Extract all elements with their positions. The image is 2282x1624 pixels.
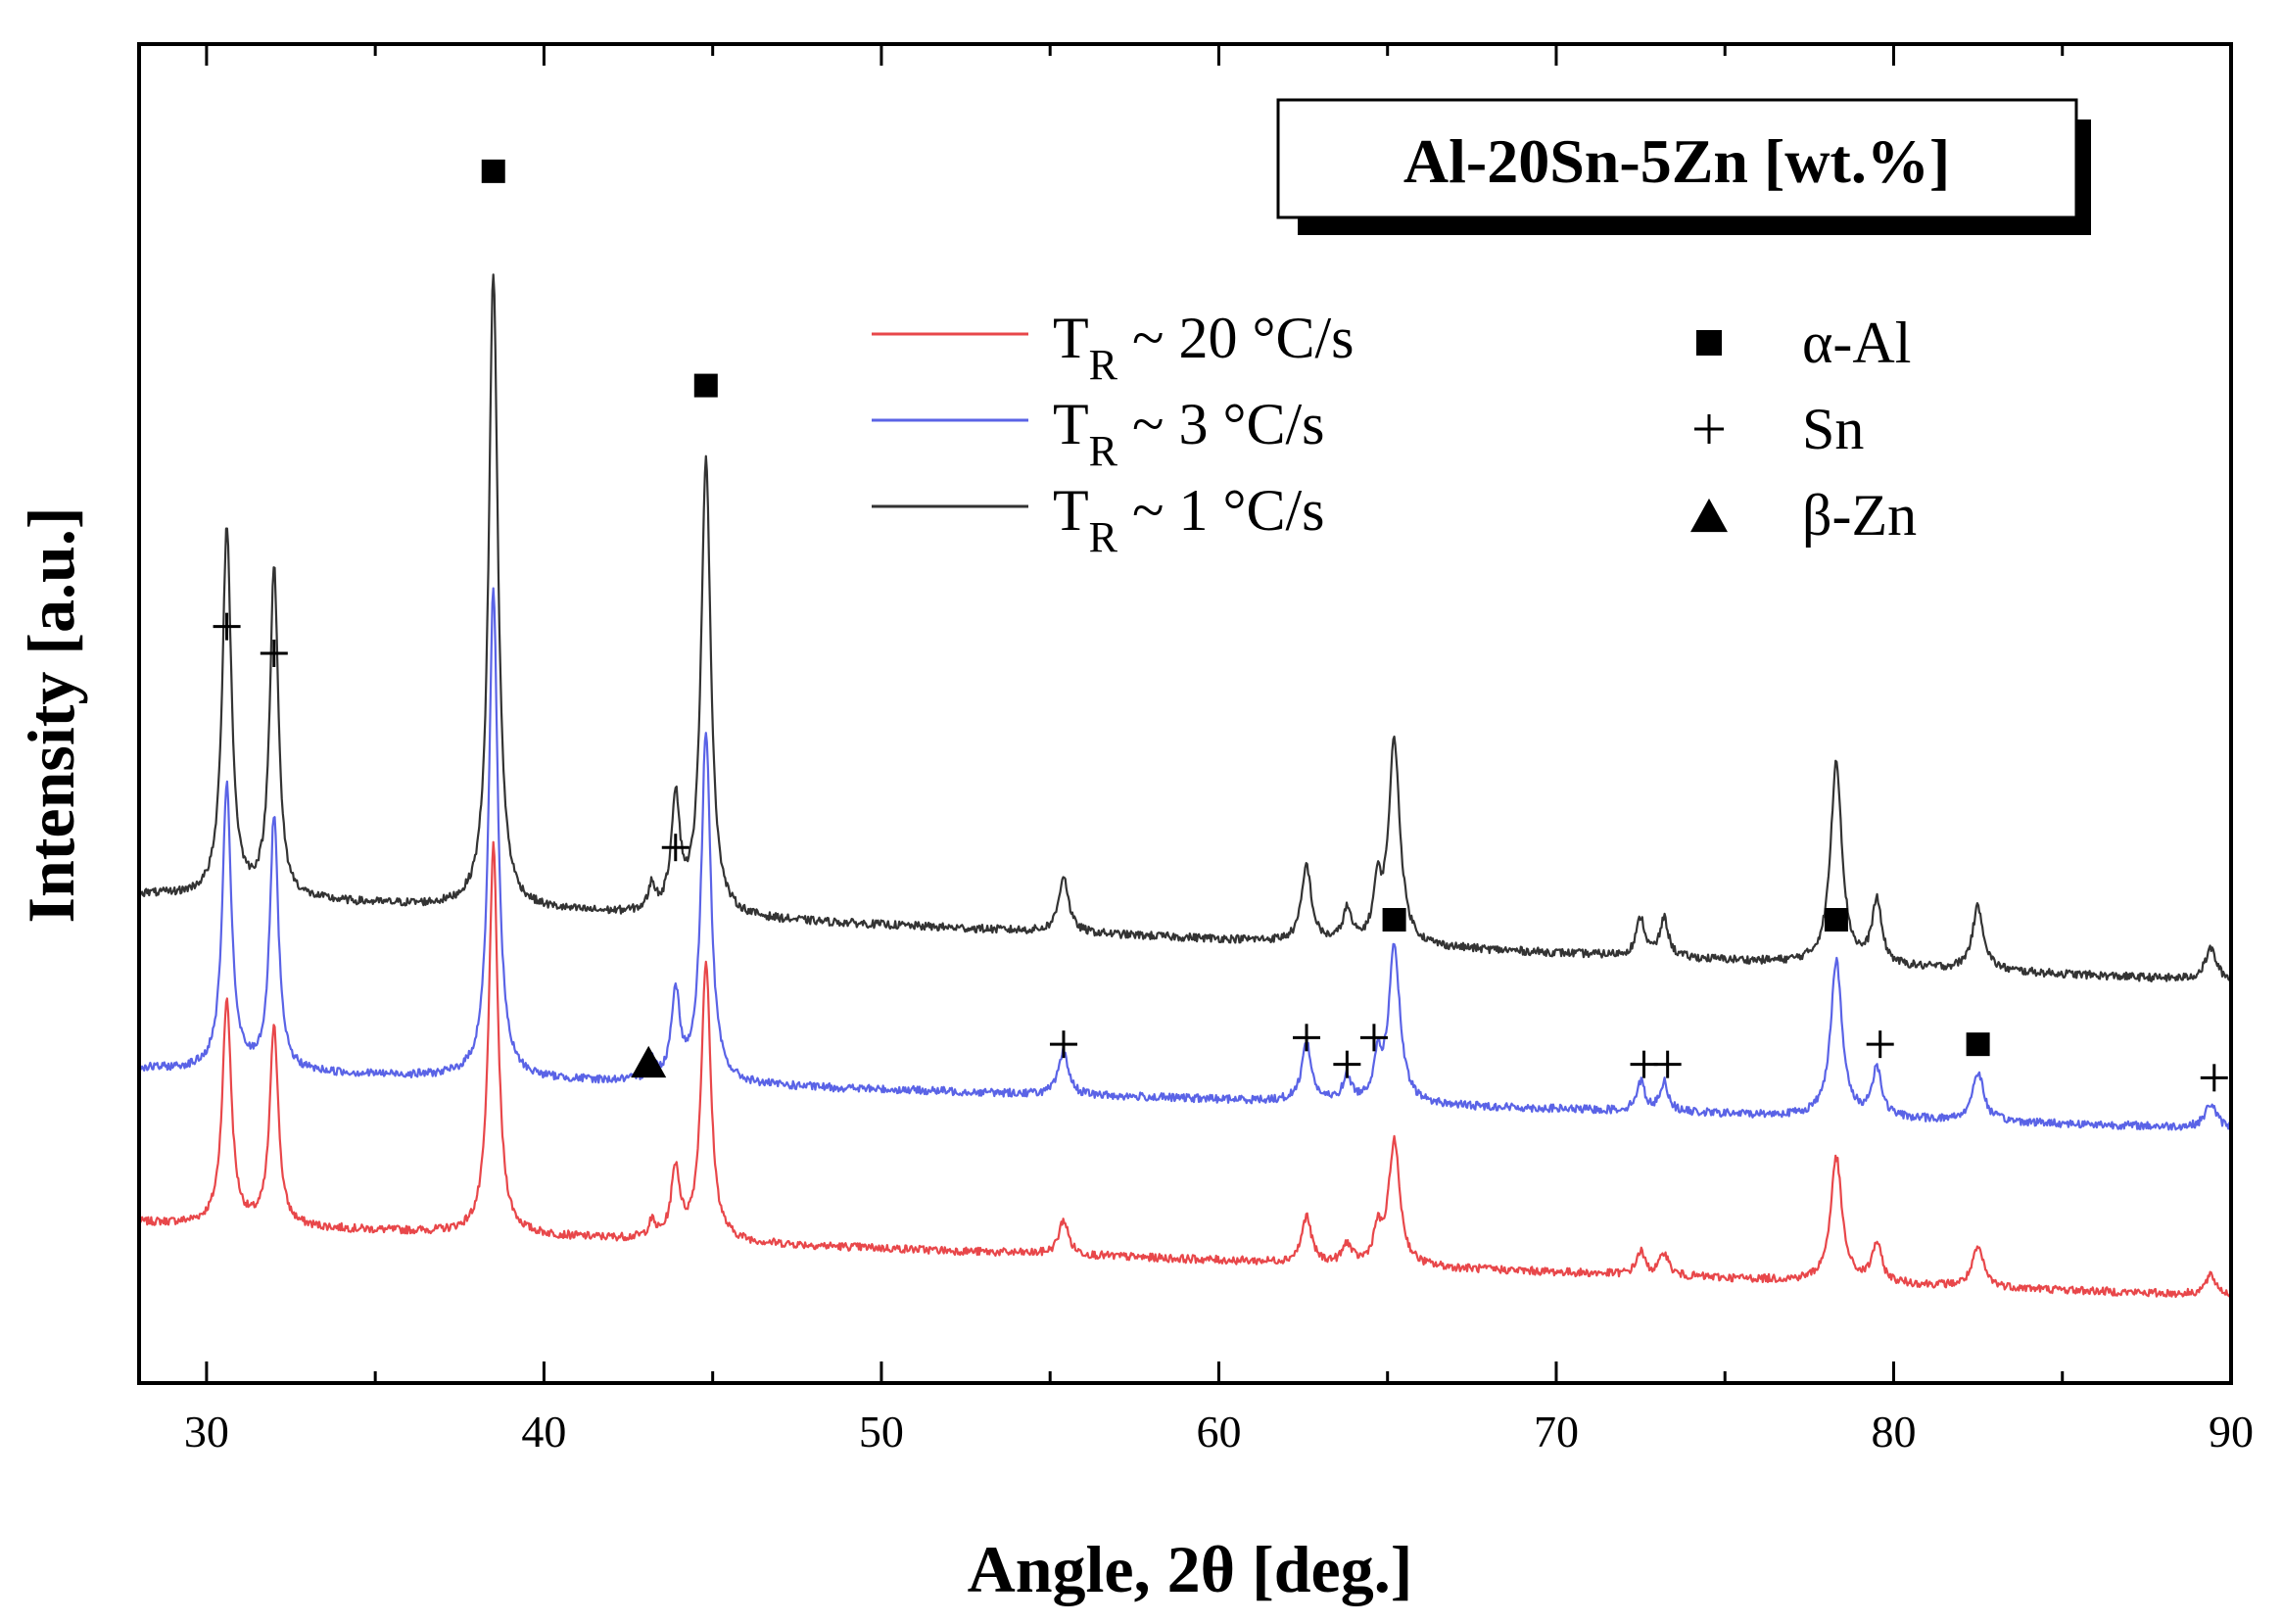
legend-label-2: TR ~ 3 °C/s bbox=[1053, 392, 1325, 475]
sn-peak-marker bbox=[260, 639, 288, 667]
x-tick-label: 60 bbox=[1196, 1407, 1241, 1457]
alpha-al-peak-marker bbox=[1966, 1032, 1990, 1057]
x-tick-label: 90 bbox=[2209, 1407, 2254, 1457]
chart-title-box: Al-20Sn-5Zn [wt.%] bbox=[1276, 98, 2091, 235]
sn-peak-marker bbox=[1293, 1024, 1321, 1052]
alpha-al-peak-marker bbox=[481, 159, 505, 183]
phase-legend-label-2: Sn bbox=[1802, 397, 1864, 461]
sn-legend-marker bbox=[1694, 414, 1724, 444]
x-tick-label: 30 bbox=[184, 1407, 229, 1457]
x-axis-title: Angle, 2θ [deg.] bbox=[968, 1532, 1413, 1606]
sn-peak-marker bbox=[1049, 1030, 1077, 1059]
x-axis-ticks: 30 40 50 60 70 80 90 bbox=[184, 44, 2254, 1457]
sn-peak-marker bbox=[213, 612, 241, 641]
plot-frame bbox=[137, 42, 2233, 1385]
series-layer bbox=[137, 273, 2232, 1299]
sn-peak-marker bbox=[1653, 1050, 1682, 1078]
legend-label-3: TR ~ 1 °C/s bbox=[1053, 478, 1325, 561]
alpha-al-peak-marker bbox=[693, 373, 718, 398]
alpha-al-peak-marker bbox=[1824, 908, 1848, 932]
sn-peak-marker bbox=[1333, 1050, 1361, 1078]
x-tick-label: 80 bbox=[1871, 1407, 1916, 1457]
x-tick-label: 70 bbox=[1534, 1407, 1579, 1457]
alpha-al-peak-marker bbox=[1382, 908, 1406, 932]
phase-legend-label-1: α-Al bbox=[1802, 310, 1911, 375]
sn-peak-marker bbox=[661, 834, 689, 862]
series-legend: TR ~ 20 °C/sTR ~ 3 °C/sTR ~ 1 °C/s bbox=[872, 306, 1355, 561]
phase-legend: α-Al Sn β-Zn bbox=[1690, 310, 1917, 548]
x-tick-label: 40 bbox=[521, 1407, 566, 1457]
x-tick-label: 50 bbox=[859, 1407, 904, 1457]
phase-legend-label-3: β-Zn bbox=[1802, 483, 1917, 548]
chart-title: Al-20Sn-5Zn [wt.%] bbox=[1403, 126, 1950, 196]
beta-zn-legend-marker bbox=[1690, 498, 1728, 533]
alpha-al-legend-marker bbox=[1696, 330, 1722, 356]
sn-peak-marker bbox=[1359, 1024, 1388, 1052]
sn-peak-marker bbox=[1866, 1030, 1894, 1059]
series-line-1 bbox=[137, 840, 2232, 1299]
title-box-frame bbox=[1276, 98, 2078, 219]
y-axis-title: Intensity [a.u.] bbox=[14, 506, 88, 923]
series-line-3 bbox=[138, 273, 2232, 982]
sn-peak-marker bbox=[2200, 1064, 2228, 1092]
sn-peak-marker bbox=[1630, 1050, 1658, 1078]
peak-marker-layer bbox=[213, 159, 2228, 1092]
beta-zn-peak-marker bbox=[631, 1045, 667, 1078]
legend-label-1: TR ~ 20 °C/s bbox=[1053, 306, 1355, 389]
series-line-2 bbox=[138, 587, 2232, 1131]
